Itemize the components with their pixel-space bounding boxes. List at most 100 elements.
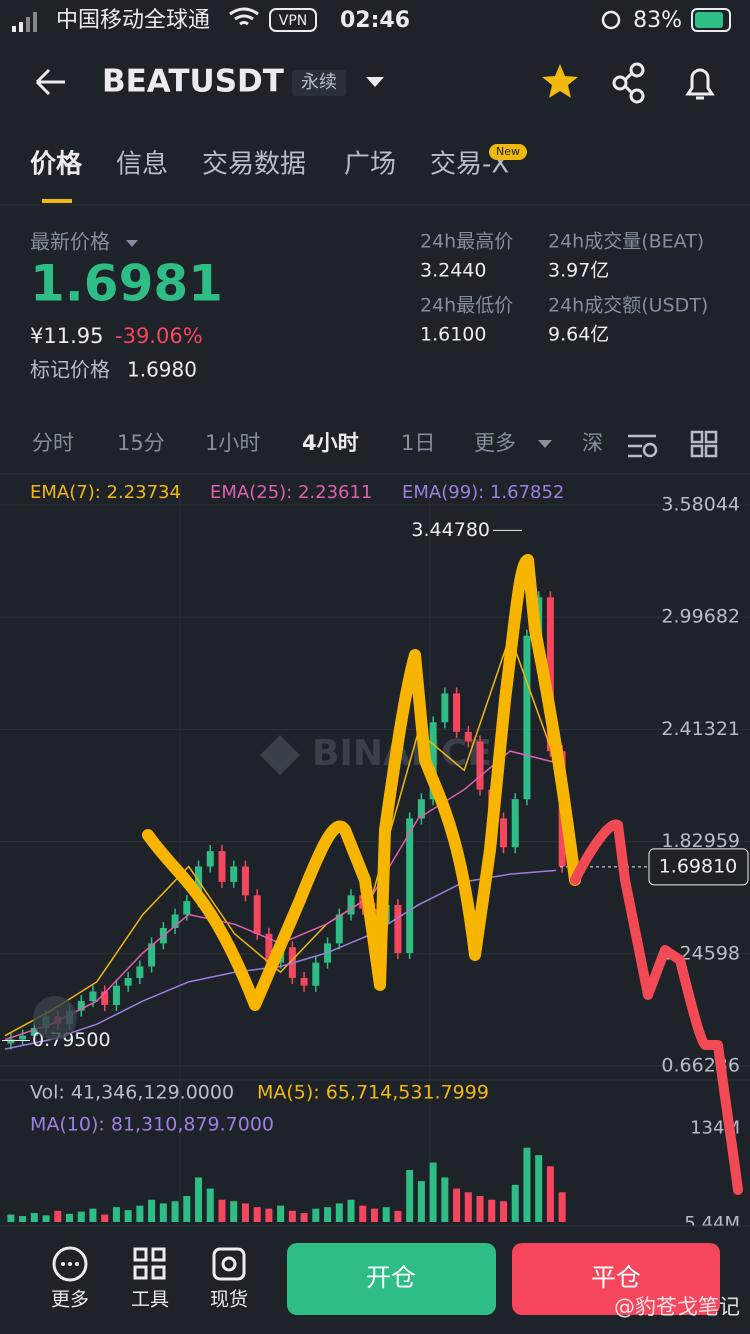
volume-bar bbox=[159, 1203, 167, 1222]
volume-bar bbox=[148, 1199, 156, 1222]
volume-bar bbox=[535, 1155, 543, 1222]
volume-bar bbox=[359, 1205, 367, 1222]
zoom-button[interactable] bbox=[33, 996, 77, 1040]
volume-bar bbox=[312, 1208, 320, 1222]
bottom-item[interactable]: 工具 bbox=[131, 1289, 169, 1311]
candle-body bbox=[476, 741, 484, 790]
bottom-item[interactable]: 现货 bbox=[210, 1289, 248, 1311]
close-button[interactable] bbox=[512, 1243, 720, 1315]
candle-body bbox=[77, 1001, 85, 1011]
open-label[interactable]: 开仓 bbox=[366, 1263, 416, 1292]
candle-body bbox=[429, 722, 437, 800]
ema-line bbox=[4, 633, 557, 1037]
volume-bar bbox=[429, 1162, 437, 1222]
volume-bar bbox=[265, 1208, 273, 1222]
y-tick-label: 0.66236 bbox=[661, 1055, 740, 1077]
interval[interactable]: 15分 bbox=[117, 431, 165, 455]
volume-bar bbox=[300, 1213, 308, 1222]
last-price-box bbox=[648, 848, 749, 886]
candle-body bbox=[19, 1035, 27, 1040]
stat-value: 1.6100 bbox=[420, 324, 486, 346]
volume-bar bbox=[476, 1196, 484, 1222]
open-button[interactable] bbox=[287, 1243, 496, 1315]
candle-body bbox=[417, 799, 425, 819]
candle-body bbox=[136, 966, 144, 979]
candle-body bbox=[7, 1039, 15, 1044]
volume-legend: MA(10): 81,310,879.7000 bbox=[30, 1114, 274, 1136]
interval[interactable]: 深 bbox=[582, 431, 603, 455]
tab-badge: New bbox=[496, 145, 520, 158]
stat-value: 9.64亿 bbox=[548, 324, 609, 346]
candle-body bbox=[453, 693, 461, 732]
volume-bar bbox=[253, 1207, 261, 1222]
volume-bar bbox=[464, 1192, 472, 1222]
more-caret bbox=[538, 440, 552, 448]
volume-bar bbox=[417, 1181, 425, 1222]
volume-bar bbox=[335, 1203, 343, 1222]
volume-bar bbox=[77, 1211, 85, 1222]
interval[interactable]: 更多 bbox=[474, 431, 516, 455]
watermark-logo bbox=[260, 735, 300, 775]
volume-bar bbox=[19, 1216, 27, 1222]
candle-body bbox=[148, 943, 156, 967]
interval[interactable]: 1日 bbox=[401, 431, 435, 455]
volume-bar bbox=[54, 1210, 62, 1222]
stat-label: 24h最低价 bbox=[420, 295, 513, 317]
candle-body bbox=[195, 866, 203, 902]
high-label: 3.44780 bbox=[411, 519, 490, 541]
interval[interactable]: 4小时 bbox=[302, 431, 359, 455]
volume-bar bbox=[370, 1208, 378, 1222]
alert[interactable] bbox=[685, 68, 715, 100]
volume-bar bbox=[347, 1199, 355, 1222]
volume-bar bbox=[499, 1201, 507, 1222]
candle-body bbox=[183, 901, 191, 915]
y-tick-label: 3.58044 bbox=[661, 493, 740, 515]
ema-legend: EMA(25): 2.23611 bbox=[210, 482, 372, 503]
y-tick-label: 2.41321 bbox=[661, 718, 740, 740]
volume-bar bbox=[288, 1210, 296, 1222]
stat-label: 24h成交额(USDT) bbox=[548, 295, 708, 317]
volume-bar bbox=[183, 1196, 191, 1222]
volume-legend: Vol: 41,346,129.0000 bbox=[30, 1082, 234, 1104]
candle-body bbox=[335, 914, 343, 944]
candle-body bbox=[347, 895, 355, 915]
candle-body bbox=[253, 895, 261, 934]
volume-bar bbox=[195, 1177, 203, 1222]
interval[interactable]: 1小时 bbox=[205, 431, 260, 455]
candle-body bbox=[230, 866, 238, 882]
interval[interactable]: 分时 bbox=[32, 431, 74, 455]
candle-body bbox=[394, 904, 402, 954]
volume-bar bbox=[89, 1208, 97, 1222]
volume-bar bbox=[324, 1207, 332, 1222]
volume-bar bbox=[124, 1210, 132, 1222]
candle-body bbox=[171, 914, 179, 929]
candle-body bbox=[464, 731, 472, 742]
stat-value: 3.2440 bbox=[420, 260, 486, 282]
favorite[interactable] bbox=[542, 64, 578, 98]
candle-body bbox=[406, 818, 414, 954]
volume-bar bbox=[30, 1213, 38, 1222]
volume-bar bbox=[7, 1214, 15, 1222]
candle-body bbox=[312, 962, 320, 986]
candle-body bbox=[300, 978, 308, 986]
tab[interactable]: 交易数据 bbox=[202, 150, 306, 180]
y-tick-label: 1.82959 bbox=[661, 830, 740, 852]
tab[interactable]: 价格 bbox=[30, 149, 83, 180]
credit: @豹苍戈笔记 bbox=[614, 1295, 740, 1319]
mark-label: 标记价格 bbox=[30, 358, 110, 382]
volume-bar bbox=[546, 1166, 554, 1222]
volume-bar bbox=[406, 1170, 414, 1222]
tab[interactable]: 广场 bbox=[344, 150, 396, 180]
bottom-item[interactable]: 更多 bbox=[51, 1289, 89, 1311]
volume-bar bbox=[42, 1215, 50, 1222]
last-label: 最新价格 bbox=[30, 230, 110, 254]
dropdown[interactable] bbox=[366, 77, 384, 87]
volume-bar bbox=[511, 1184, 519, 1222]
close-label[interactable]: 平仓 bbox=[591, 1263, 641, 1292]
share[interactable] bbox=[612, 62, 645, 104]
tab[interactable]: 信息 bbox=[116, 150, 168, 180]
change: -39.06% bbox=[115, 324, 203, 348]
back[interactable] bbox=[35, 68, 65, 96]
